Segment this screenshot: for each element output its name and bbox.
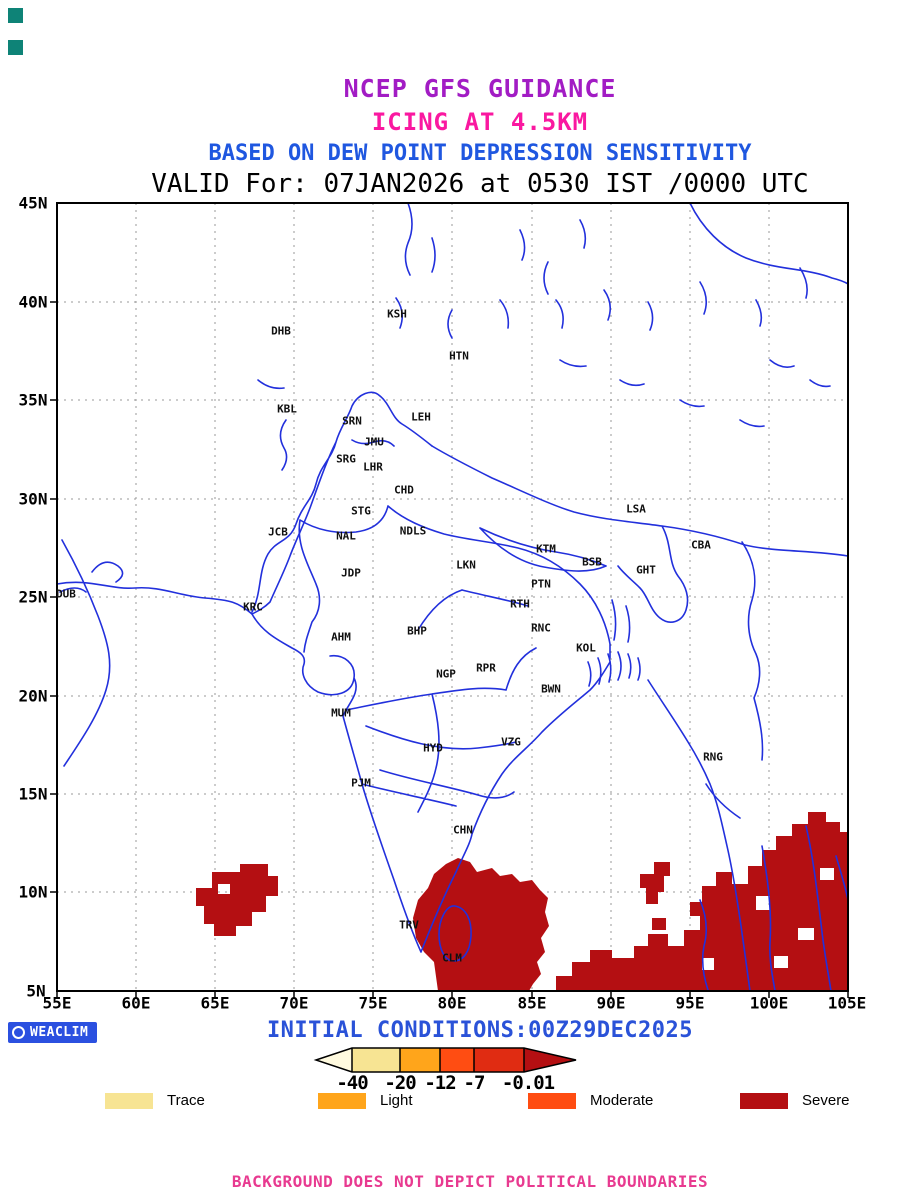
trace-color-swatch: [105, 1092, 153, 1109]
severe-icing-region: [413, 858, 549, 991]
delta-rivers: [587, 599, 641, 687]
corner-marker-icon: [8, 8, 23, 23]
color-scale-arrow: [313, 1047, 577, 1073]
severe-icing-region: [652, 918, 666, 930]
corner-marker-icon: [8, 40, 23, 55]
myanmar-borders: [705, 541, 764, 819]
initial-conditions-text: INITIAL CONDITIONS:00Z29DEC2025: [266, 1018, 694, 1043]
severe-icing-region: [640, 862, 670, 904]
scale-segment-below: [316, 1048, 352, 1072]
legend-label-light: Light: [380, 1092, 413, 1109]
weaclim-logo-text: WEACLIM: [30, 1025, 89, 1040]
legend-label-severe: Severe: [802, 1092, 850, 1109]
severe-color-swatch: [740, 1092, 788, 1109]
moderate-color-swatch: [528, 1092, 576, 1109]
severe-icing-regions: [196, 812, 848, 991]
sri-lanka-outline: [438, 905, 472, 962]
axis-ticks: [50, 301, 849, 998]
legend-item-light: Light: [318, 1092, 413, 1109]
scale-segment-trace: [352, 1048, 400, 1072]
legend-label-moderate: Moderate: [590, 1092, 654, 1109]
legend-item-trace: Trace: [105, 1092, 205, 1109]
severe-icing-region: [556, 812, 848, 991]
scale-outline: [313, 1047, 577, 1073]
legend-item-severe: Severe: [740, 1092, 850, 1109]
severe-icing-region: [196, 864, 278, 936]
background-disclaimer-text: BACKGROUND DOES NOT DEPICT POLITICAL BOU…: [231, 1172, 709, 1191]
scale-segment-light: [400, 1048, 440, 1072]
legend-item-moderate: Moderate: [528, 1092, 653, 1109]
weaclim-logo: WEACLIM: [8, 1022, 98, 1043]
scale-segment-moderate: [440, 1048, 474, 1072]
weaclim-logo-icon: [12, 1026, 25, 1039]
himalaya-borders: [431, 445, 849, 623]
chart-title: NCEP GFS GUIDANCE: [343, 74, 617, 103]
legend-label-trace: Trace: [167, 1092, 205, 1109]
scale-segment-severe: [524, 1048, 576, 1072]
interior-borders-rivers: [298, 505, 611, 813]
scale-segment-high: [474, 1048, 524, 1072]
chart-valid-time: VALID For: 07JAN2026 at 0530 IST /0000 U…: [151, 169, 809, 199]
northern-rivers: [257, 202, 849, 471]
southeast-rivers: [699, 825, 849, 992]
coastline-path: [56, 539, 751, 992]
chart-subtitle-parameter: ICING AT 4.5KM: [371, 108, 589, 136]
light-color-swatch: [318, 1092, 366, 1109]
coastlines-and-borders: [56, 202, 849, 992]
map-frame: [50, 202, 849, 998]
chart-subtitle-method: BASED ON DEW POINT DEPRESSION SENSITIVIT…: [208, 141, 752, 166]
western-borders: [251, 391, 433, 615]
